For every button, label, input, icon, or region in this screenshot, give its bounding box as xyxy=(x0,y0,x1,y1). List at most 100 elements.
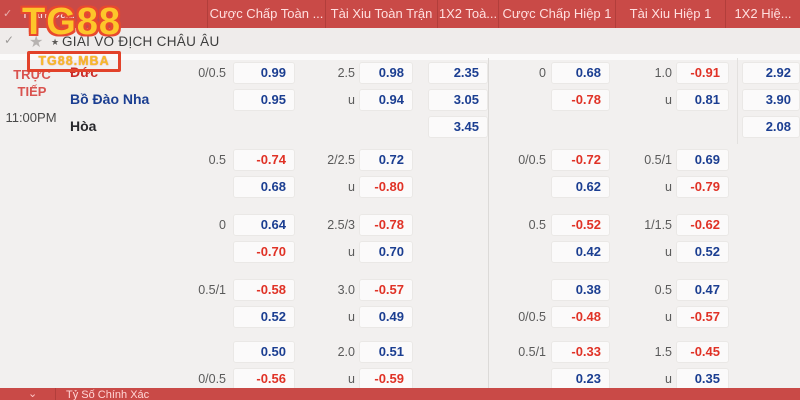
fh-ou-line xyxy=(610,116,672,138)
fh-ou-odds[interactable]: -0.79 xyxy=(676,176,729,198)
league-row[interactable]: ✓ ★ ★ GIẢI VÔ ĐỊCH CHÂU ÂU xyxy=(0,28,800,56)
fh-ou-line: u xyxy=(665,372,672,386)
fh-handicap-odds[interactable]: 0.62 xyxy=(551,176,610,198)
fh-ou-line: 0.5/1 xyxy=(644,153,672,167)
fh-handicap-odds[interactable]: -0.48 xyxy=(551,306,610,328)
fh-handicap-odds[interactable]: 0.38 xyxy=(551,279,610,301)
ft-ou-odds[interactable]: -0.59 xyxy=(359,368,413,390)
fh-handicap-line xyxy=(488,368,546,390)
ft-ou-odds[interactable]: -0.78 xyxy=(359,214,413,236)
chevron-down-icon[interactable]: ⌄ xyxy=(28,388,38,400)
fh-ou-line: 1/1.5 xyxy=(644,218,672,232)
ft-ou-line: 2/2.5 xyxy=(327,153,355,167)
fh-handicap-odds[interactable]: -0.52 xyxy=(551,214,610,236)
odds-row: 0.68 u -0.80 0.62 u -0.79 xyxy=(0,176,800,198)
separator xyxy=(0,54,800,60)
fh-ou-odds[interactable]: -0.62 xyxy=(676,214,729,236)
divider xyxy=(55,388,56,400)
fh-handicap-odds[interactable]: 0.42 xyxy=(551,241,610,263)
column-divider xyxy=(737,58,738,144)
fh-ou-odds[interactable]: 0.81 xyxy=(676,89,729,111)
fh-handicap-odds[interactable]: 0.68 xyxy=(551,62,610,84)
brand-domain-badge: TG88.MBA xyxy=(27,51,121,72)
fh-ou-odds[interactable]: 0.47 xyxy=(676,279,729,301)
ft-ou-line: u xyxy=(348,180,355,194)
ft-ou-odds[interactable]: -0.57 xyxy=(359,279,413,301)
fh-ou-odds[interactable]: -0.91 xyxy=(676,62,729,84)
ft-handicap-line: 0.5 xyxy=(208,153,226,167)
ft-handicap-odds[interactable]: -0.58 xyxy=(233,279,295,301)
ft-handicap-odds[interactable]: 0.50 xyxy=(233,341,295,363)
fh-handicap-line: 0.5 xyxy=(528,218,546,232)
ft-ou-line: 2.5/3 xyxy=(327,218,355,232)
header-1x2-firsthalf: 1X2 Hiệ... xyxy=(725,0,800,28)
fh-ou-odds[interactable]: -0.45 xyxy=(676,341,729,363)
fh-handicap-odds[interactable]: -0.78 xyxy=(551,89,610,111)
check-icon[interactable]: ✓ xyxy=(3,8,13,20)
odds-row: 0/0.5 0.99 2.5 0.98 2.35 0 0.68 1.0 -0.9… xyxy=(0,62,800,84)
fh-1x2-odds[interactable]: 3.90 xyxy=(742,89,800,111)
ft-ou-odds[interactable]: 0.70 xyxy=(359,241,413,263)
fh-handicap-odds[interactable]: 0.23 xyxy=(551,368,610,390)
ft-handicap-odds[interactable]: 0.52 xyxy=(233,306,295,328)
brand-logo: TG88 xyxy=(22,1,122,43)
ft-ou-line: u xyxy=(348,372,355,386)
fh-handicap-line xyxy=(488,116,546,138)
ft-ou-odds[interactable]: 0.94 xyxy=(359,89,413,111)
ft-handicap-odds[interactable]: 0.68 xyxy=(233,176,295,198)
ft-1x2-odds[interactable]: 3.05 xyxy=(428,89,488,111)
ft-handicap-odds[interactable]: 0.99 xyxy=(233,62,295,84)
ft-handicap-odds[interactable]: 0.64 xyxy=(233,214,295,236)
correct-score-section-bar[interactable]: ⌄ Tỷ Số Chính Xác xyxy=(0,388,800,400)
ft-1x2-odds[interactable]: 3.45 xyxy=(428,116,488,138)
ft-handicap-line: 0 xyxy=(219,218,226,232)
odds-row: -0.70 u 0.70 0.42 u 0.52 xyxy=(0,241,800,263)
ft-handicap-line xyxy=(0,176,226,198)
draw-label: Hòa xyxy=(70,118,97,134)
ft-ou-odds[interactable]: -0.80 xyxy=(359,176,413,198)
odds-row: 0.50 2.0 0.51 0.5/1 -0.33 1.5 -0.45 xyxy=(0,341,800,363)
header-handicap-firsthalf: Cược Chấp Hiệp 1 xyxy=(498,0,615,28)
ft-handicap-line: 0/0.5 xyxy=(198,66,226,80)
check-icon[interactable]: ✓ xyxy=(4,33,15,47)
ft-1x2-odds[interactable]: 2.35 xyxy=(428,62,488,84)
fh-ou-line: 1.5 xyxy=(654,345,672,359)
fh-handicap-odds[interactable]: -0.33 xyxy=(551,341,610,363)
header-1x2-fulltime: 1X2 Toà... xyxy=(437,0,498,28)
odds-row: 0.5 -0.74 2/2.5 0.72 0/0.5 -0.72 0.5/1 0… xyxy=(0,149,800,171)
ft-ou-line: 2.5 xyxy=(337,66,355,80)
fh-ou-odds[interactable]: 0.69 xyxy=(676,149,729,171)
home-team-name: Đức xyxy=(70,64,99,80)
market-header-bar: Trận Đấu Cược Chấp Toàn ... Tài Xiu Toàn… xyxy=(0,0,800,28)
fh-1x2-odds[interactable]: 2.08 xyxy=(742,116,800,138)
fh-handicap-line xyxy=(488,279,546,301)
ft-handicap-odds[interactable]: -0.70 xyxy=(233,241,295,263)
header-overunder-firsthalf: Tài Xiu Hiệp 1 xyxy=(615,0,725,28)
fh-handicap-odds[interactable]: -0.72 xyxy=(551,149,610,171)
ft-ou-line: 2.0 xyxy=(337,345,355,359)
ft-ou-odds[interactable]: 0.51 xyxy=(359,341,413,363)
ft-ou-line: 3.0 xyxy=(337,283,355,297)
fh-handicap-line xyxy=(488,176,546,198)
fh-ou-odds[interactable]: 0.35 xyxy=(676,368,729,390)
fh-ou-odds[interactable]: -0.57 xyxy=(676,306,729,328)
ft-handicap-odds[interactable]: -0.56 xyxy=(233,368,295,390)
ft-handicap-line xyxy=(0,89,226,111)
ft-handicap-line: 0/0.5 xyxy=(198,372,226,386)
fh-handicap-line xyxy=(488,241,546,263)
ft-ou-odds[interactable]: 0.98 xyxy=(359,62,413,84)
fh-ou-line: u xyxy=(665,93,672,107)
star-icon: ★ xyxy=(51,37,60,47)
ft-handicap-odds[interactable]: 0.95 xyxy=(233,89,295,111)
fh-1x2-odds[interactable]: 2.92 xyxy=(742,62,800,84)
ft-handicap-odds[interactable]: -0.74 xyxy=(233,149,295,171)
ft-ou-odds[interactable]: 0.49 xyxy=(359,306,413,328)
fh-handicap-line: 0 xyxy=(539,66,546,80)
fh-ou-odds[interactable]: 0.52 xyxy=(676,241,729,263)
odds-row: 0/0.5 -0.56 u -0.59 0.23 u 0.35 xyxy=(0,368,800,390)
header-match: Trận Đấu xyxy=(21,6,75,21)
column-divider xyxy=(488,58,489,388)
ft-ou-odds[interactable]: 0.72 xyxy=(359,149,413,171)
favorite-star-icon[interactable]: ★ xyxy=(29,34,44,51)
